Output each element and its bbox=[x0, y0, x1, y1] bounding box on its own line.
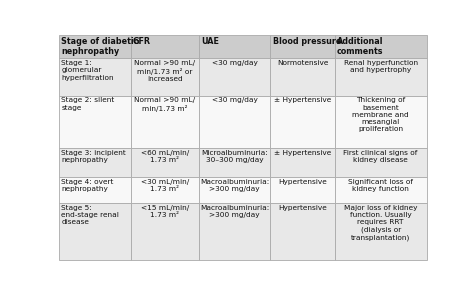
Text: <30 mL/min/
1.73 m²: <30 mL/min/ 1.73 m² bbox=[141, 179, 189, 192]
Text: <60 mL/min/
1.73 m²: <60 mL/min/ 1.73 m² bbox=[141, 150, 189, 163]
Bar bbox=[59, 96, 131, 148]
Text: GFR: GFR bbox=[133, 36, 151, 46]
Text: Hypertensive: Hypertensive bbox=[278, 205, 327, 211]
Bar bbox=[271, 177, 335, 203]
Text: ± Hypertensive: ± Hypertensive bbox=[274, 150, 331, 156]
Text: <30 mg/day: <30 mg/day bbox=[212, 60, 257, 66]
Text: First clinical signs of
kidney disease: First clinical signs of kidney disease bbox=[344, 150, 418, 163]
Text: Microalbuminuria:
30–300 mg/day: Microalbuminuria: 30–300 mg/day bbox=[201, 150, 268, 163]
Bar bbox=[59, 35, 131, 58]
Bar bbox=[59, 148, 131, 177]
Bar bbox=[335, 177, 427, 203]
Text: Macroalbuminuria:
>300 mg/day: Macroalbuminuria: >300 mg/day bbox=[200, 179, 269, 192]
Bar bbox=[59, 58, 131, 96]
Text: Stage of diabetic
nephropathy: Stage of diabetic nephropathy bbox=[62, 36, 139, 56]
Text: ± Hypertensive: ± Hypertensive bbox=[274, 97, 331, 103]
Text: Stage 2: silent
stage: Stage 2: silent stage bbox=[62, 97, 115, 111]
Bar bbox=[271, 96, 335, 148]
Text: Renal hyperfunction
and hypertrophy: Renal hyperfunction and hypertrophy bbox=[344, 60, 418, 73]
Bar bbox=[131, 203, 199, 260]
Text: <30 mg/day: <30 mg/day bbox=[212, 97, 257, 103]
Text: Significant loss of
kidney function: Significant loss of kidney function bbox=[348, 179, 413, 192]
Text: Hypertensive: Hypertensive bbox=[278, 179, 327, 185]
Bar bbox=[335, 96, 427, 148]
Bar bbox=[131, 96, 199, 148]
Bar bbox=[335, 148, 427, 177]
Bar bbox=[131, 177, 199, 203]
Bar bbox=[199, 203, 271, 260]
Text: Major loss of kidney
function. Usually
requires RRT
(dialysis or
transplantation: Major loss of kidney function. Usually r… bbox=[344, 205, 418, 241]
Bar bbox=[59, 203, 131, 260]
Text: Thickening of
basement
membrane and
mesangial
proliferation: Thickening of basement membrane and mesa… bbox=[352, 97, 409, 132]
Text: UAE: UAE bbox=[201, 36, 219, 46]
Bar bbox=[335, 58, 427, 96]
Bar bbox=[199, 58, 271, 96]
Bar bbox=[131, 58, 199, 96]
Bar bbox=[131, 148, 199, 177]
Bar bbox=[199, 96, 271, 148]
Bar bbox=[199, 148, 271, 177]
Text: Additional
comments: Additional comments bbox=[337, 36, 383, 56]
Text: Stage 5:
end-stage renal
disease: Stage 5: end-stage renal disease bbox=[62, 205, 119, 225]
Text: Stage 4: overt
nephropathy: Stage 4: overt nephropathy bbox=[62, 179, 114, 192]
Text: Blood pressure: Blood pressure bbox=[273, 36, 341, 46]
Bar bbox=[335, 35, 427, 58]
Text: Normal >90 mL/
min/1.73 m² or
increased: Normal >90 mL/ min/1.73 m² or increased bbox=[134, 60, 195, 82]
Text: <15 mL/min/
1.73 m²: <15 mL/min/ 1.73 m² bbox=[141, 205, 189, 218]
Bar bbox=[335, 203, 427, 260]
Text: Normal >90 mL/
min/1.73 m²: Normal >90 mL/ min/1.73 m² bbox=[134, 97, 195, 112]
Bar bbox=[199, 35, 271, 58]
Bar bbox=[271, 35, 335, 58]
Bar bbox=[271, 148, 335, 177]
Bar bbox=[271, 203, 335, 260]
Bar bbox=[59, 177, 131, 203]
Bar bbox=[131, 35, 199, 58]
Text: Stage 1:
glomerular
hyperfiltration: Stage 1: glomerular hyperfiltration bbox=[62, 60, 114, 81]
Text: Macroalbuminuria:
>300 mg/day: Macroalbuminuria: >300 mg/day bbox=[200, 205, 269, 218]
Bar bbox=[199, 177, 271, 203]
Bar bbox=[271, 58, 335, 96]
Text: Normotensive: Normotensive bbox=[277, 60, 328, 66]
Text: Stage 3: incipient
nephropathy: Stage 3: incipient nephropathy bbox=[62, 150, 126, 163]
